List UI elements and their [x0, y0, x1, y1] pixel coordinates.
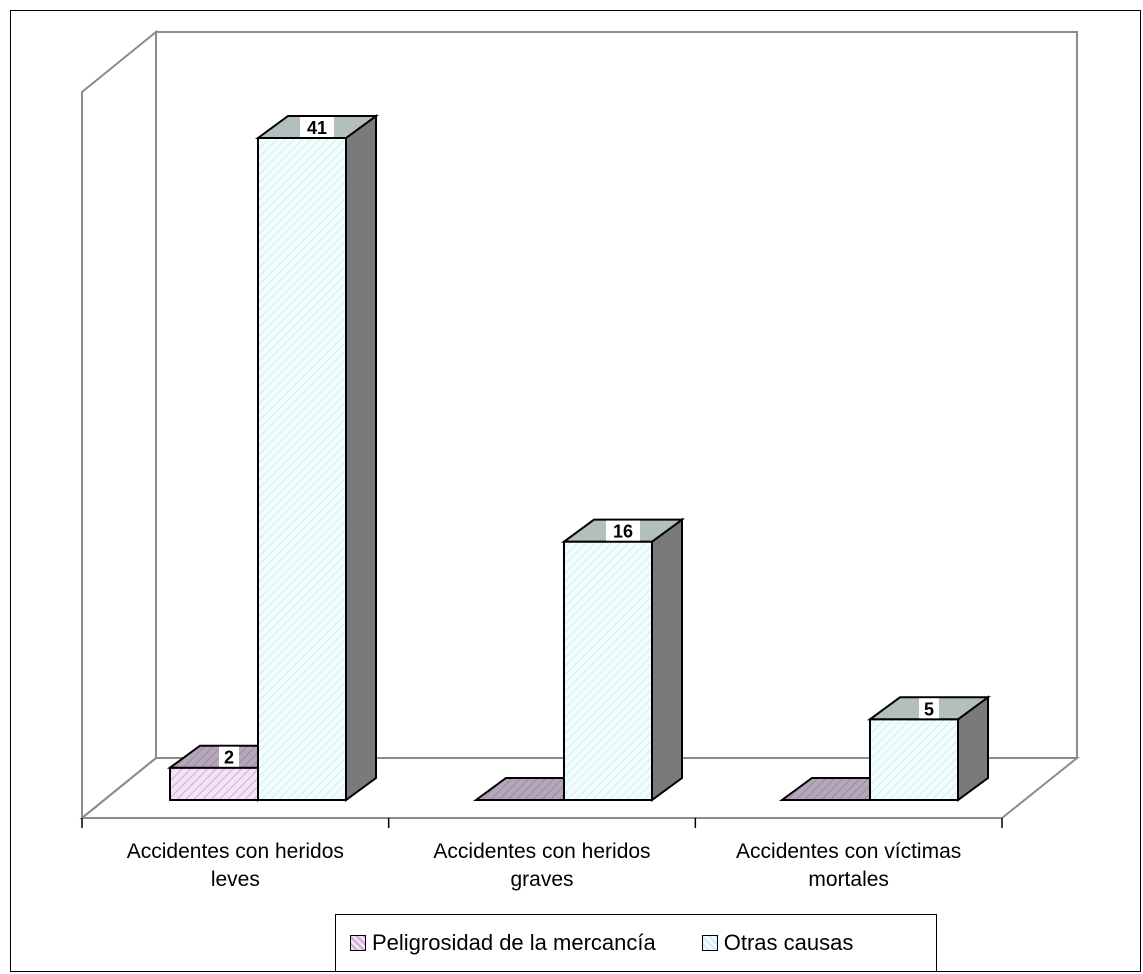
data-label-bg — [606, 520, 640, 541]
category-label-2: Accidentes con víctimas mortales — [699, 838, 999, 894]
category-label-line: Accidentes con víctimas — [736, 840, 962, 863]
data-label-2-1: 5 — [924, 699, 934, 719]
category-label-1: Accidentes con heridos graves — [392, 838, 692, 894]
bar-front — [563, 540, 653, 801]
data-label-1-1: 16 — [613, 522, 633, 542]
data-label-bg — [919, 698, 939, 719]
legend-label-otras-causas: Otras causas — [723, 930, 854, 955]
bar-front — [257, 137, 347, 801]
category-label-line: Accidentes con heridos — [433, 840, 651, 863]
legend-item-series-0: Peligrosidad de la mercancía — [350, 930, 656, 956]
data-label-0-0: 2 — [224, 748, 234, 768]
category-label-line: Accidentes con heridos — [126, 840, 344, 863]
legend: Peligrosidad de la mercancía Otras causa… — [335, 914, 937, 972]
bar-front — [869, 718, 959, 802]
bar-2-1 — [866, 695, 992, 802]
legend-swatch-peligrosidad — [350, 935, 366, 951]
category-label-line: mortales — [808, 868, 889, 891]
data-label-bg — [300, 117, 334, 137]
data-label-bg — [219, 746, 239, 767]
side-wall — [81, 29, 157, 821]
bar-side — [651, 517, 683, 802]
category-label-line: leves — [210, 868, 260, 891]
data-labels-layer: 2 41 16 5 — [219, 117, 939, 768]
legend-label-peligrosidad: Peligrosidad de la mercancía — [372, 930, 656, 955]
chart-area — [10, 10, 1141, 972]
legend-swatch-otras-causas — [701, 935, 718, 951]
data-label-0-1: 41 — [307, 118, 327, 138]
bar-0-1 — [254, 114, 380, 802]
bars-layer — [166, 114, 992, 802]
legend-item-series-1: Otras causas — [701, 930, 854, 956]
bar-front — [169, 766, 259, 802]
category-label-line: graves — [510, 868, 574, 891]
category-label-0: Accidentes con heridos leves — [85, 838, 385, 894]
plot-walls — [79, 29, 1080, 828]
bar-1-1 — [560, 517, 686, 802]
bar-side — [345, 114, 377, 802]
